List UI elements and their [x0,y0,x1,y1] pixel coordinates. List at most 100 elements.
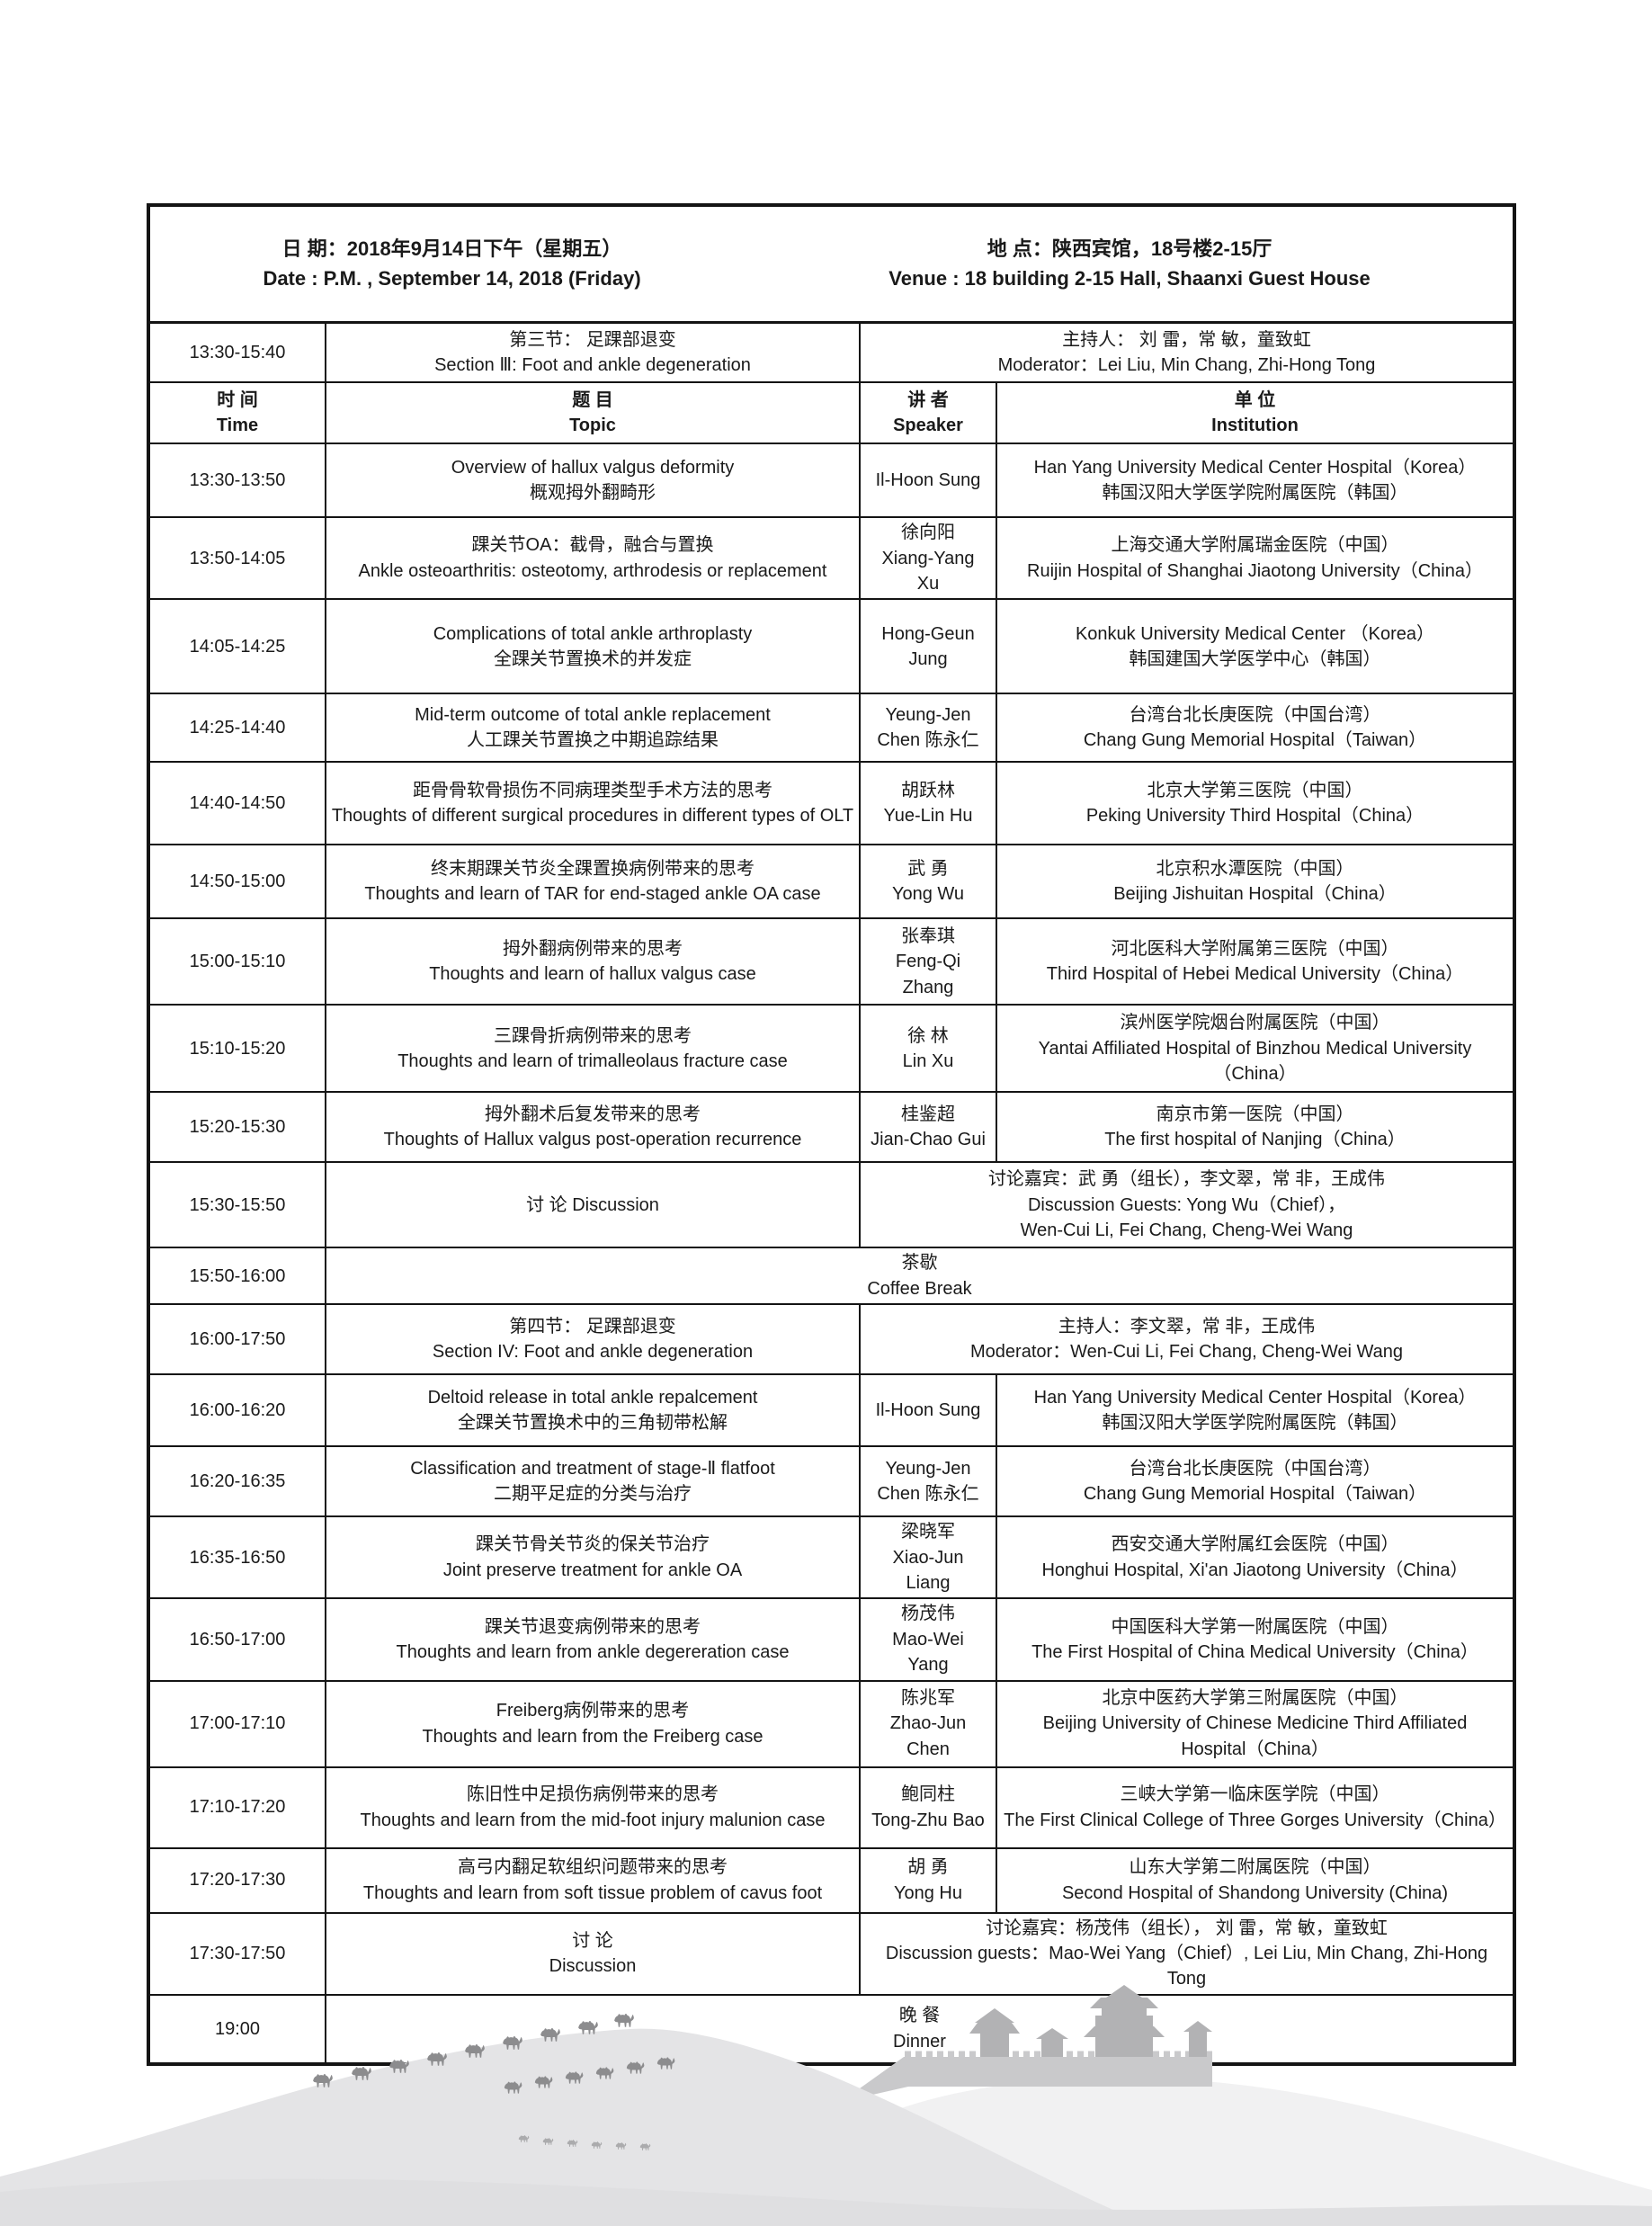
topic-cell: 终末期踝关节炎全踝置换病例带来的思考 Thoughts and learn of… [325,844,861,920]
institution-cell: 滨州医学院烟台附属医院（中国） Yantai Affiliated Hospit… [996,1004,1515,1094]
schedule-table-wrap: 日 期：2018年9月14日下午（星期五） Date : P.M. , Sept… [147,203,1516,2066]
speaker-cell: 陈兆军 Zhao-Jun Chen [859,1679,997,1768]
speaker-cell: 徐向阳 Xiang-Yang Xu [859,516,997,601]
column-header-topic: 题 目 Topic [325,381,861,445]
topic-cell: Deltoid release in total ankle repalceme… [325,1373,861,1448]
time-cell: 16:35-16:50 [147,1515,326,1600]
institution-cell: 三峡大学第一临床医学院（中国） The First Clinical Colle… [996,1766,1515,1849]
speaker-cell: Yeung-Jen Chen 陈永仁 [859,693,997,764]
speaker-cell: Il-Hoon Sung [859,443,997,519]
time-cell: 15:20-15:30 [147,1091,326,1164]
institution-cell: 台湾台北长庚医院（中国台湾） Chang Gung Memorial Hospi… [996,693,1515,764]
time-cell: 14:40-14:50 [147,761,326,846]
time-cell: 14:05-14:25 [147,598,326,695]
time-cell: 17:20-17:30 [147,1846,326,1914]
time-cell: 13:30-15:40 [147,321,326,384]
speaker-cell: Yeung-Jen Chen 陈永仁 [859,1445,997,1518]
moderator-cell: 主持人：李文翠，常 非，王成伟 Moderator：Wen-Cui Li, Fe… [859,1303,1515,1376]
speaker-cell: Hong-Geun Jung [859,598,997,695]
institution-cell: 北京大学第三医院（中国） Peking University Third Hos… [996,761,1515,846]
speaker-cell: 鲍同柱 Tong-Zhu Bao [859,1766,997,1849]
table-row: 13:50-14:05 踝关节OA：截骨，融合与置换 Ankle osteoar… [147,516,1515,601]
topic-cell: 踝关节OA：截骨，融合与置换 Ankle osteoarthritis: ost… [325,516,861,601]
time-cell: 17:00-17:10 [147,1679,326,1768]
topic-cell: Complications of total ankle arthroplast… [325,598,861,695]
table-row: 16:00-16:20 Deltoid release in total ank… [147,1373,1515,1448]
topic-cell: Overview of hallux valgus deformity 概观拇外… [325,443,861,519]
table-row: 17:00-17:10 Freiberg病例带来的思考 Thoughts and… [147,1679,1515,1768]
table-row-session: 13:30-15:40 第三节： 足踝部退变 Section Ⅲ: Foot a… [147,321,1515,384]
table-row-discussion: 17:30-17:50 讨 论 Discussion 讨论嘉宾：杨茂伟（组长），… [147,1911,1515,1996]
session-title-cell: 第三节： 足踝部退变 Section Ⅲ: Foot and ankle deg… [325,321,861,384]
table-row-header: 日 期：2018年9月14日下午（星期五） Date : P.M. , Sept… [147,203,1515,324]
table-row: 15:10-15:20 三踝骨折病例带来的思考 Thoughts and lea… [147,1004,1515,1094]
table-row: 17:10-17:20 陈旧性中足损伤病例带来的思考 Thoughts and … [147,1766,1515,1849]
session-title-cell: 第四节： 足踝部退变 Section IV: Foot and ankle de… [325,1303,861,1376]
speaker-cell: 胡跃林 Yue-Lin Hu [859,761,997,846]
institution-cell: 中国医科大学第一附属医院（中国） The First Hospital of C… [996,1597,1515,1682]
topic-cell: 踝关节骨关节炎的保关节治疗 Joint preserve treatment f… [325,1515,861,1600]
topic-cell: 讨 论 Discussion [325,1161,861,1249]
venue-label: 地 点：陕西宾馆，18号楼2-15厅 Venue : 18 building 2… [889,237,1371,291]
date-label: 日 期：2018年9月14日下午（星期五） Date : P.M. , Sept… [263,237,641,291]
desert-footer-art [0,1985,1652,2226]
discussion-guests-cell: 讨论嘉宾：武 勇（组长），李文翠，常 非，王成伟 Discussion Gues… [859,1161,1515,1249]
speaker-cell: 武 勇 Yong Wu [859,844,997,920]
time-cell: 13:30-13:50 [147,443,326,519]
table-row: 15:20-15:30 拇外翻术后复发带来的思考 Thoughts of Hal… [147,1091,1515,1164]
topic-cell: 拇外翻病例带来的思考 Thoughts and learn of hallux … [325,917,861,1006]
time-cell: 15:10-15:20 [147,1004,326,1094]
table-row: 16:50-17:00 踝关节退变病例带来的思考 Thoughts and le… [147,1597,1515,1682]
topic-cell: Freiberg病例带来的思考 Thoughts and learn from … [325,1679,861,1768]
institution-cell: Han Yang University Medical Center Hospi… [996,443,1515,519]
institution-cell: Han Yang University Medical Center Hospi… [996,1373,1515,1448]
time-cell: 15:30-15:50 [147,1161,326,1249]
institution-cell: Konkuk University Medical Center （Korea）… [996,598,1515,695]
fortress-pagoda-silhouette [841,1985,1212,2102]
time-cell: 15:00-15:10 [147,917,326,1006]
sand-dune-near [0,2028,1151,2226]
topic-cell: 踝关节退变病例带来的思考 Thoughts and learn from ank… [325,1597,861,1682]
topic-cell: 拇外翻术后复发带来的思考 Thoughts of Hallux valgus p… [325,1091,861,1164]
institution-cell: 上海交通大学附属瑞金医院（中国） Ruijin Hospital of Shan… [996,516,1515,601]
speaker-cell: 胡 勇 Yong Hu [859,1846,997,1914]
table-row: 14:25-14:40 Mid-term outcome of total an… [147,693,1515,764]
topic-cell: 高弓内翻足软组织问题带来的思考 Thoughts and learn from … [325,1846,861,1914]
topic-cell: 三踝骨折病例带来的思考 Thoughts and learn of trimal… [325,1004,861,1094]
time-cell: 16:00-17:50 [147,1303,326,1376]
discussion-guests-cell: 讨论嘉宾：杨茂伟（组长）， 刘 雷，常 敏，童致虹 Discussion gue… [859,1911,1515,1996]
institution-cell: 台湾台北长庚医院（中国台湾） Chang Gung Memorial Hospi… [996,1445,1515,1518]
topic-cell: Classification and treatment of stage-Ⅱ … [325,1445,861,1518]
table-row: 13:30-13:50 Overview of hallux valgus de… [147,443,1515,519]
column-header-institution: 单 位 Institution [996,381,1515,445]
time-cell: 16:50-17:00 [147,1597,326,1682]
date-venue-cell: 日 期：2018年9月14日下午（星期五） Date : P.M. , Sept… [147,203,1515,324]
time-cell: 17:10-17:20 [147,1766,326,1849]
institution-cell: 南京市第一医院（中国） The first hospital of Nanjin… [996,1091,1515,1164]
schedule-table: 日 期：2018年9月14日下午（星期五） Date : P.M. , Sept… [147,203,1516,2066]
table-row-columns: 时 间 Time 题 目 Topic 讲 者 Speaker 单 位 Insti… [147,381,1515,445]
time-cell: 15:50-16:00 [147,1247,326,1306]
time-cell: 14:25-14:40 [147,693,326,764]
speaker-cell: 徐 林 Lin Xu [859,1004,997,1094]
table-row: 16:20-16:35 Classification and treatment… [147,1445,1515,1518]
sand-dune-foreground [0,2178,1652,2226]
table-row: 15:00-15:10 拇外翻病例带来的思考 Thoughts and lear… [147,917,1515,1006]
topic-cell: 距骨骨软骨损伤不同病理类型手术方法的思考 Thoughts of differe… [325,761,861,846]
table-row: 14:05-14:25 Complications of total ankle… [147,598,1515,695]
time-cell: 19:00 [147,1993,326,2065]
institution-cell: 北京积水潭医院（中国） Beijing Jishuitan Hospital（C… [996,844,1515,920]
table-row: 17:20-17:30 高弓内翻足软组织问题带来的思考 Thoughts and… [147,1846,1515,1914]
speaker-cell: 梁晓军 Xiao-Jun Liang [859,1515,997,1600]
time-cell: 14:50-15:00 [147,844,326,920]
table-row: 14:40-14:50 距骨骨软骨损伤不同病理类型手术方法的思考 Thought… [147,761,1515,846]
time-cell: 13:50-14:05 [147,516,326,601]
table-row: 16:35-16:50 踝关节骨关节炎的保关节治疗 Joint preserve… [147,1515,1515,1600]
speaker-cell: 桂鉴超 Jian-Chao Gui [859,1091,997,1164]
institution-cell: 河北医科大学附属第三医院（中国） Third Hospital of Hebei… [996,917,1515,1006]
institution-cell: 北京中医药大学第三附属医院（中国） Beijing University of … [996,1679,1515,1768]
column-header-time: 时 间 Time [147,381,326,445]
time-cell: 16:00-16:20 [147,1373,326,1448]
time-cell: 17:30-17:50 [147,1911,326,1996]
speaker-cell: 张奉琪 Feng-Qi Zhang [859,917,997,1006]
